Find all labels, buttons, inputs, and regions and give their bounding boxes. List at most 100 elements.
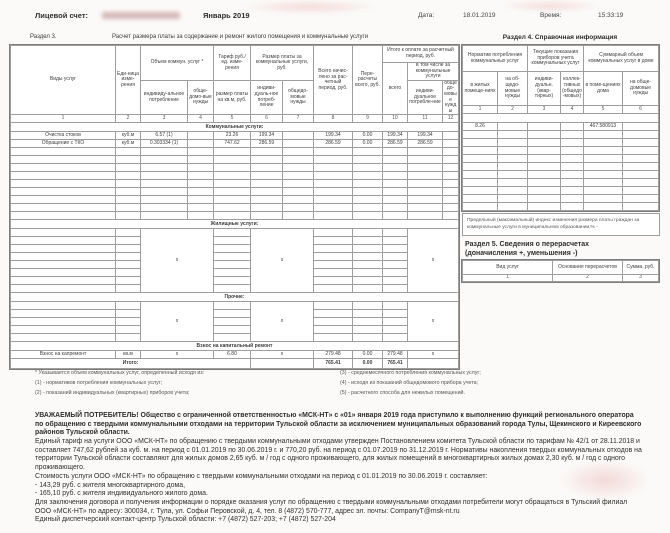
table-cell: 23.26 (213, 131, 251, 141)
table-cell (187, 211, 214, 221)
col-num: 11 (407, 114, 444, 124)
table-cell (560, 138, 584, 147)
table-cell (462, 170, 498, 179)
table-cell: x (407, 301, 460, 343)
table-cell (250, 187, 283, 197)
table-cell (213, 325, 251, 335)
time-label: Время: (540, 12, 562, 19)
table-cell (115, 203, 141, 213)
table-cell (281, 163, 315, 173)
scan-artifact (240, 0, 380, 14)
table-cell: 286.59 (313, 139, 354, 149)
table-cell (442, 171, 460, 181)
table-cell (313, 147, 354, 157)
table-cell: Итого: (10, 358, 251, 370)
table-cell (213, 244, 251, 254)
table-cell (115, 276, 141, 286)
table-cell (140, 203, 188, 213)
table-cell: 0.00 (352, 358, 384, 370)
table-cell (187, 155, 214, 165)
table-cell (115, 163, 141, 173)
table-cell (442, 179, 460, 189)
table-cell (115, 244, 141, 254)
table-row (462, 154, 660, 163)
col-group-total: Итого к оплате за расчетный период, руб. (382, 45, 460, 63)
section5-table: Вид услуг Основания перерасчетов Сумма, … (461, 259, 660, 283)
table-cell (10, 155, 116, 165)
table-cell: 0.303334 (1) (140, 139, 188, 149)
table-cell (407, 179, 444, 189)
table-cell (352, 260, 384, 270)
table-cell (497, 170, 528, 179)
table-cell: 765.41 (382, 358, 409, 370)
table-cell: 0.00 (352, 139, 384, 149)
footnotes-right: (3) - среднемесячного потребления коммун… (340, 369, 630, 398)
table-cell (497, 202, 528, 211)
table-cell (313, 244, 354, 254)
table-row (461, 113, 660, 123)
col-num: 2 (115, 114, 141, 124)
table-cell (213, 317, 251, 327)
table-cell (497, 194, 528, 203)
table-cell (527, 130, 561, 139)
table-cell (352, 211, 384, 221)
table-cell (621, 154, 660, 163)
table-cell (583, 146, 623, 155)
table-cell (187, 179, 214, 189)
table-cell (382, 179, 409, 189)
table-cell (352, 179, 384, 189)
table-cell (583, 178, 623, 187)
table-cell (115, 211, 141, 221)
notice-paragraph: Для заключения договора и получения инфо… (35, 498, 628, 515)
table-cell (527, 178, 561, 187)
table-cell: куб.м (115, 131, 141, 141)
section5-subtitle: (доначисления +, уменьшения -) (465, 249, 578, 257)
table-cell (352, 203, 384, 213)
table-cell (213, 171, 251, 181)
table-cell (140, 195, 188, 205)
col-header-recalc: Пере-расчеты всего, руб. (352, 44, 384, 116)
col-num: 5 (583, 105, 623, 114)
table-cell (497, 186, 528, 195)
table-cell (497, 162, 528, 171)
table-cell: кв.м (115, 350, 141, 360)
table-cell (382, 203, 409, 213)
table-cell (115, 187, 141, 197)
table-cell (313, 211, 354, 221)
table-cell (115, 195, 141, 205)
table-cell (313, 284, 354, 294)
col-group-norm: Норматив потребления коммунальных услуг (462, 45, 528, 72)
table-cell: 0.00 (352, 131, 384, 141)
table-cell (382, 195, 409, 205)
table-cell (250, 179, 283, 189)
table-cell: x (249, 228, 315, 294)
table-cell (382, 211, 409, 221)
table-cell (140, 147, 188, 157)
table-cell (140, 163, 188, 173)
col-header-amount: Сумма, руб. (622, 260, 659, 275)
table-cell (250, 155, 283, 165)
table-cell (583, 194, 623, 203)
table-cell: куб.м (115, 139, 141, 149)
notice-paragraph: Единый диспетчерский контакт-центр Тульс… (35, 516, 336, 524)
col-num: 2 (497, 105, 528, 114)
footnote: (5) - расчетного способа для нежилых пом… (340, 389, 465, 396)
table-cell: x (249, 301, 315, 343)
table-cell (352, 268, 384, 278)
table-cell: 286.59 (407, 139, 444, 149)
col-header-accrued: Всего начис-лено за рас-четный период, р… (313, 44, 354, 116)
col-num: 7 (281, 114, 315, 124)
table-cell (461, 113, 660, 123)
table-cell (213, 228, 251, 238)
notice-paragraph: - 143,29 руб. с жителя многоквартирного … (35, 481, 186, 489)
table-row (10, 317, 459, 327)
table-cell (213, 309, 251, 319)
section3-title: Расчет размера платы за содержание и рем… (111, 34, 369, 40)
table-row: Жилищные услуги: (9, 219, 460, 230)
table-row (10, 268, 459, 278)
table-cell (382, 276, 409, 286)
table-cell (115, 325, 141, 335)
